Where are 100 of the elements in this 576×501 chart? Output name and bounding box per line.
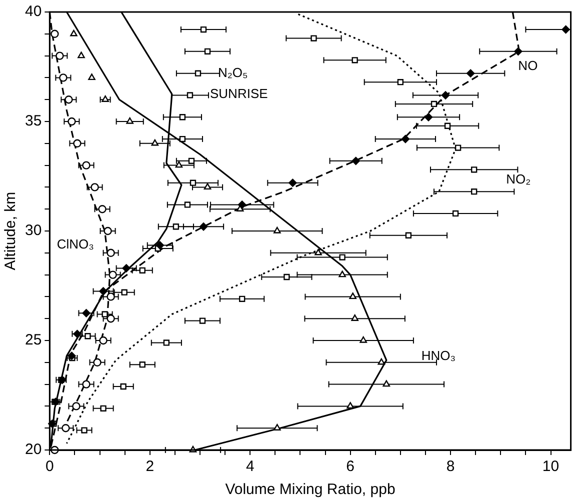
- x-tick-label: 2: [146, 458, 154, 476]
- series-label: NO: [518, 58, 538, 73]
- point: [82, 309, 90, 318]
- point: [151, 139, 159, 146]
- point: [172, 224, 180, 230]
- point: [514, 47, 522, 56]
- point: [441, 91, 450, 100]
- point: [179, 114, 186, 120]
- point: [274, 226, 281, 234]
- point: [139, 267, 146, 274]
- point: [382, 380, 390, 387]
- point: [106, 314, 115, 323]
- x-tick-label: 0: [46, 458, 54, 476]
- point: [204, 183, 212, 190]
- point: [126, 117, 134, 124]
- point: [351, 314, 358, 321]
- point: [194, 70, 202, 76]
- point: [59, 74, 68, 82]
- point: [236, 205, 244, 212]
- point: [70, 30, 78, 36]
- point: [284, 274, 290, 280]
- point: [239, 296, 246, 302]
- point: [288, 178, 297, 187]
- point: [81, 427, 88, 434]
- point: [84, 333, 91, 340]
- point: [200, 26, 207, 33]
- point: [68, 117, 76, 126]
- point: [62, 424, 70, 432]
- x-tick-label: 8: [446, 458, 455, 476]
- y-tick-label: 25: [24, 332, 42, 349]
- point: [454, 144, 462, 151]
- point: [352, 156, 360, 166]
- point: [90, 183, 99, 192]
- point: [106, 248, 115, 257]
- point: [471, 166, 478, 173]
- point: [397, 79, 404, 86]
- point: [199, 222, 208, 231]
- point: [452, 210, 459, 217]
- point: [199, 318, 206, 324]
- x-tick-label: 6: [346, 458, 354, 476]
- point: [190, 180, 196, 186]
- point: [360, 336, 367, 343]
- point: [430, 100, 438, 108]
- point: [378, 358, 386, 365]
- point: [68, 352, 76, 360]
- point: [204, 48, 211, 54]
- point: [179, 136, 186, 142]
- point: [100, 405, 106, 412]
- point: [238, 200, 246, 209]
- x-tick-label: 10: [542, 458, 560, 476]
- point: [274, 424, 281, 430]
- y-tick-label: 30: [24, 222, 42, 240]
- point: [424, 113, 433, 122]
- point: [188, 158, 195, 164]
- text: HNO₃: [421, 348, 456, 363]
- point: [444, 122, 451, 129]
- point: [175, 161, 183, 168]
- y-tick-label: 35: [24, 112, 42, 130]
- y-tick-label: 40: [24, 3, 42, 20]
- annotation: SUNRISE: [210, 86, 268, 101]
- x-axis-title: Volume Mixing Ratio, ppb: [225, 481, 396, 498]
- point: [405, 232, 412, 238]
- y-axis-title: Altitude, km: [2, 192, 20, 270]
- point: [314, 248, 322, 256]
- point: [102, 311, 108, 318]
- point: [82, 380, 90, 388]
- point: [121, 289, 128, 296]
- point: [401, 134, 410, 144]
- point: [82, 161, 90, 170]
- y-tick-label: 20: [24, 441, 42, 458]
- point: [352, 57, 358, 64]
- point: [156, 241, 164, 250]
- point: [466, 69, 475, 78]
- point: [78, 52, 85, 58]
- text: NO₂: [506, 171, 531, 186]
- point: [50, 30, 59, 38]
- point: [106, 292, 115, 301]
- point: [73, 139, 82, 148]
- point: [346, 402, 354, 409]
- series-label: N₂O₅: [218, 64, 248, 80]
- point: [471, 188, 478, 195]
- point: [104, 226, 112, 236]
- point: [64, 96, 73, 104]
- point: [338, 270, 346, 278]
- point: [186, 92, 194, 98]
- point: [120, 383, 126, 390]
- point: [72, 402, 80, 410]
- series-label: ClNO₃: [56, 236, 94, 252]
- point: [93, 358, 102, 366]
- point: [139, 362, 146, 368]
- point: [99, 287, 108, 296]
- point: [339, 254, 346, 260]
- point: [163, 340, 170, 346]
- point: [98, 205, 106, 214]
- point: [56, 52, 64, 60]
- point: [349, 292, 356, 300]
- point: [108, 270, 117, 279]
- point: [88, 74, 96, 80]
- point: [562, 25, 570, 34]
- point: [99, 336, 108, 345]
